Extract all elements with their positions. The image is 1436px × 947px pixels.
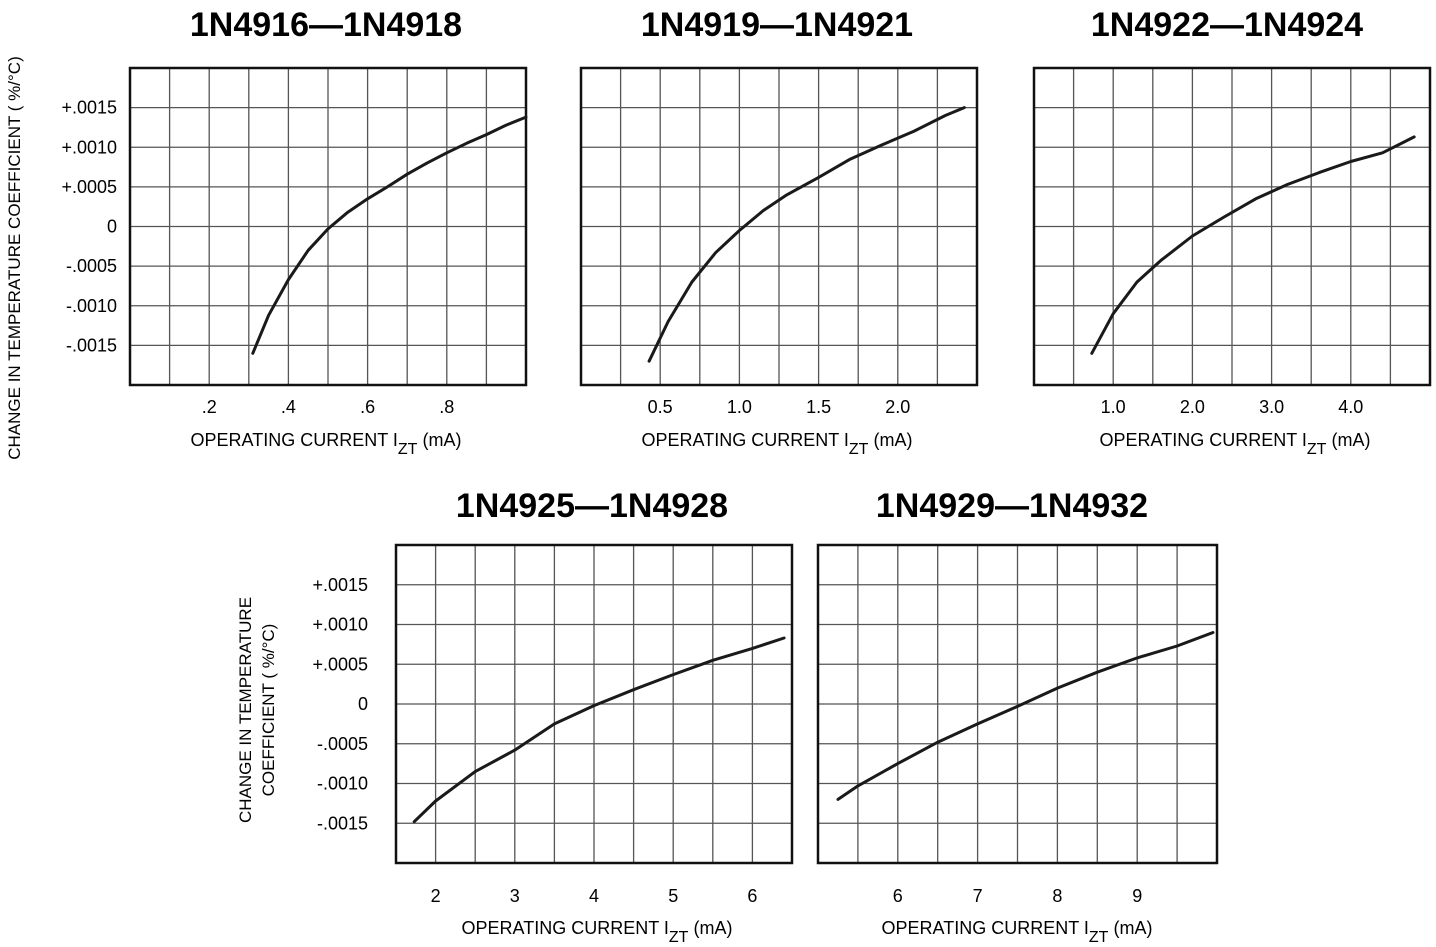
x-axis-label: OPERATING CURRENT IZT (mA) [191, 430, 462, 458]
chart-title: 1N4916—1N4918 [190, 6, 462, 44]
data-curve [1090, 135, 1416, 355]
y-tick-label: -.0010 [317, 774, 368, 794]
y-tick-label: -.0005 [317, 734, 368, 754]
global-y-axis-label: CHANGE IN TEMPERATURE COEFFICIENT ( %/°C… [5, 56, 24, 460]
x-axis-label: OPERATING CURRENT IZT (mA) [642, 430, 913, 458]
charts-group: 1N4916—1N4918 .2 .4 .6 .8 OPERATING CURRENT I… [61, 6, 1432, 946]
y-tick-label: +.0015 [312, 575, 368, 595]
y-tick-label: -.0015 [66, 335, 117, 355]
chart-title: 1N4919—1N4921 [641, 6, 913, 44]
x-tick-label: 9 [1132, 886, 1142, 906]
y-tick-label: +.0005 [312, 654, 368, 674]
chart-panel-4: 1N4925—1N4928 2 3 4 5 6 OPERATING CURRENT IZT … [312, 487, 794, 946]
x-tick-label: 2.0 [885, 397, 910, 417]
x-tick-label: 4.0 [1338, 397, 1363, 417]
x-tick-label: .2 [202, 397, 217, 417]
y-tick-label: 0 [358, 694, 368, 714]
x-tick-label: 3 [510, 886, 520, 906]
plot-frame [394, 543, 794, 865]
chart-panel-5: 1N4929—1N4932 6 7 8 9 OPERATING CURRENT IZT (… [816, 487, 1219, 946]
x-tick-label: 1.5 [806, 397, 831, 417]
x-axis-label: OPERATING CURRENT IZT (mA) [1100, 430, 1371, 458]
data-curve [836, 631, 1215, 801]
x-tick-label: 8 [1052, 886, 1062, 906]
data-curve [251, 115, 528, 355]
x-tick-label: .8 [439, 397, 454, 417]
x-tick-label: 7 [973, 886, 983, 906]
y-tick-label: +.0010 [312, 615, 368, 635]
chart-title: 1N4922—1N4924 [1091, 6, 1363, 44]
chart-title: 1N4925—1N4928 [456, 487, 728, 525]
chart-panel-1: 1N4916—1N4918 .2 .4 .6 .8 OPERATING CURRENT I… [61, 6, 528, 458]
x-tick-label: 6 [747, 886, 757, 906]
plot-frame [579, 66, 979, 387]
chart-panel-2: 1N4919—1N4921 0.5 1.0 1.5 2.0 OPERATING CURRE… [579, 6, 979, 458]
data-curve [647, 106, 966, 363]
plot-frame [1032, 66, 1432, 387]
bottom-y-axis-label-line2: COEFFICIENT ( %/°C) [259, 624, 278, 797]
y-tick-label: +.0015 [61, 98, 117, 118]
x-tick-label: 1.0 [727, 397, 752, 417]
chart-title: 1N4929—1N4932 [876, 487, 1148, 525]
data-curve [412, 636, 786, 824]
x-tick-label: 0.5 [648, 397, 673, 417]
x-tick-label: .6 [360, 397, 375, 417]
x-tick-label: 2.0 [1180, 397, 1205, 417]
x-tick-label: 1.0 [1101, 397, 1126, 417]
chart-panel-3: 1N4922—1N4924 1.0 2.0 3.0 4.0 OPERATING CURRE… [1032, 6, 1432, 458]
y-tick-label: -.0005 [66, 256, 117, 276]
x-tick-label: .4 [281, 397, 296, 417]
plot-frame [128, 66, 528, 387]
x-tick-label: 4 [589, 886, 599, 906]
y-tick-label: -.0010 [66, 296, 117, 316]
y-tick-label: +.0005 [61, 177, 117, 197]
x-tick-label: 2 [431, 886, 441, 906]
x-axis-label: OPERATING CURRENT IZT (mA) [462, 918, 733, 946]
x-axis-label: OPERATING CURRENT IZT (mA) [882, 918, 1153, 946]
bottom-y-axis-label-line1: CHANGE IN TEMPERATURE [236, 597, 255, 823]
y-tick-label: +.0010 [61, 137, 117, 157]
x-tick-label: 6 [893, 886, 903, 906]
x-tick-label: 5 [668, 886, 678, 906]
y-tick-label: 0 [107, 217, 117, 237]
plot-frame [816, 543, 1219, 865]
y-tick-label: -.0015 [317, 813, 368, 833]
x-tick-label: 3.0 [1259, 397, 1284, 417]
